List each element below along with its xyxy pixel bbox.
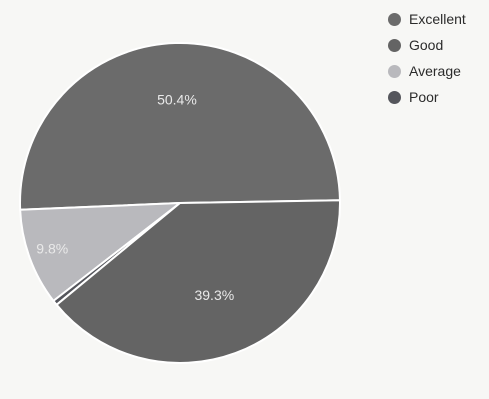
slice-label-excellent: 50.4%	[157, 91, 197, 107]
legend-item-average[interactable]: Average	[388, 58, 466, 84]
legend-label-poor: Poor	[409, 89, 439, 105]
pie-slices	[19, 41, 341, 364]
legend-label-good: Good	[409, 37, 444, 53]
legend-item-poor[interactable]: Poor	[388, 84, 466, 110]
legend-item-good[interactable]: Good	[388, 32, 466, 58]
pie-slice-average[interactable]	[19, 202, 181, 302]
legend-swatch-good	[388, 38, 401, 52]
pie-slice-good[interactable]	[55, 199, 341, 364]
legend-label-average: Average	[409, 63, 461, 79]
legend: Excellent Good Average Poor	[388, 6, 466, 110]
legend-swatch-excellent	[388, 12, 401, 26]
legend-swatch-poor	[388, 90, 401, 104]
legend-label-excellent: Excellent	[409, 11, 466, 27]
slice-label-average: 9.8%	[36, 240, 68, 256]
slice-labels: 50.4% 9.8% 39.3%	[36, 91, 234, 302]
pie-slice-excellent[interactable]	[19, 41, 341, 211]
slice-label-good: 39.3%	[194, 287, 234, 303]
legend-item-excellent[interactable]: Excellent	[388, 6, 466, 32]
legend-swatch-average	[388, 64, 401, 78]
